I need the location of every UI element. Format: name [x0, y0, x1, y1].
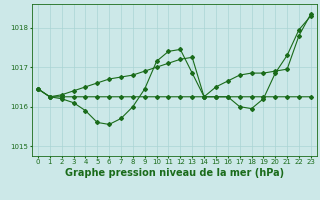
X-axis label: Graphe pression niveau de la mer (hPa): Graphe pression niveau de la mer (hPa)	[65, 168, 284, 178]
